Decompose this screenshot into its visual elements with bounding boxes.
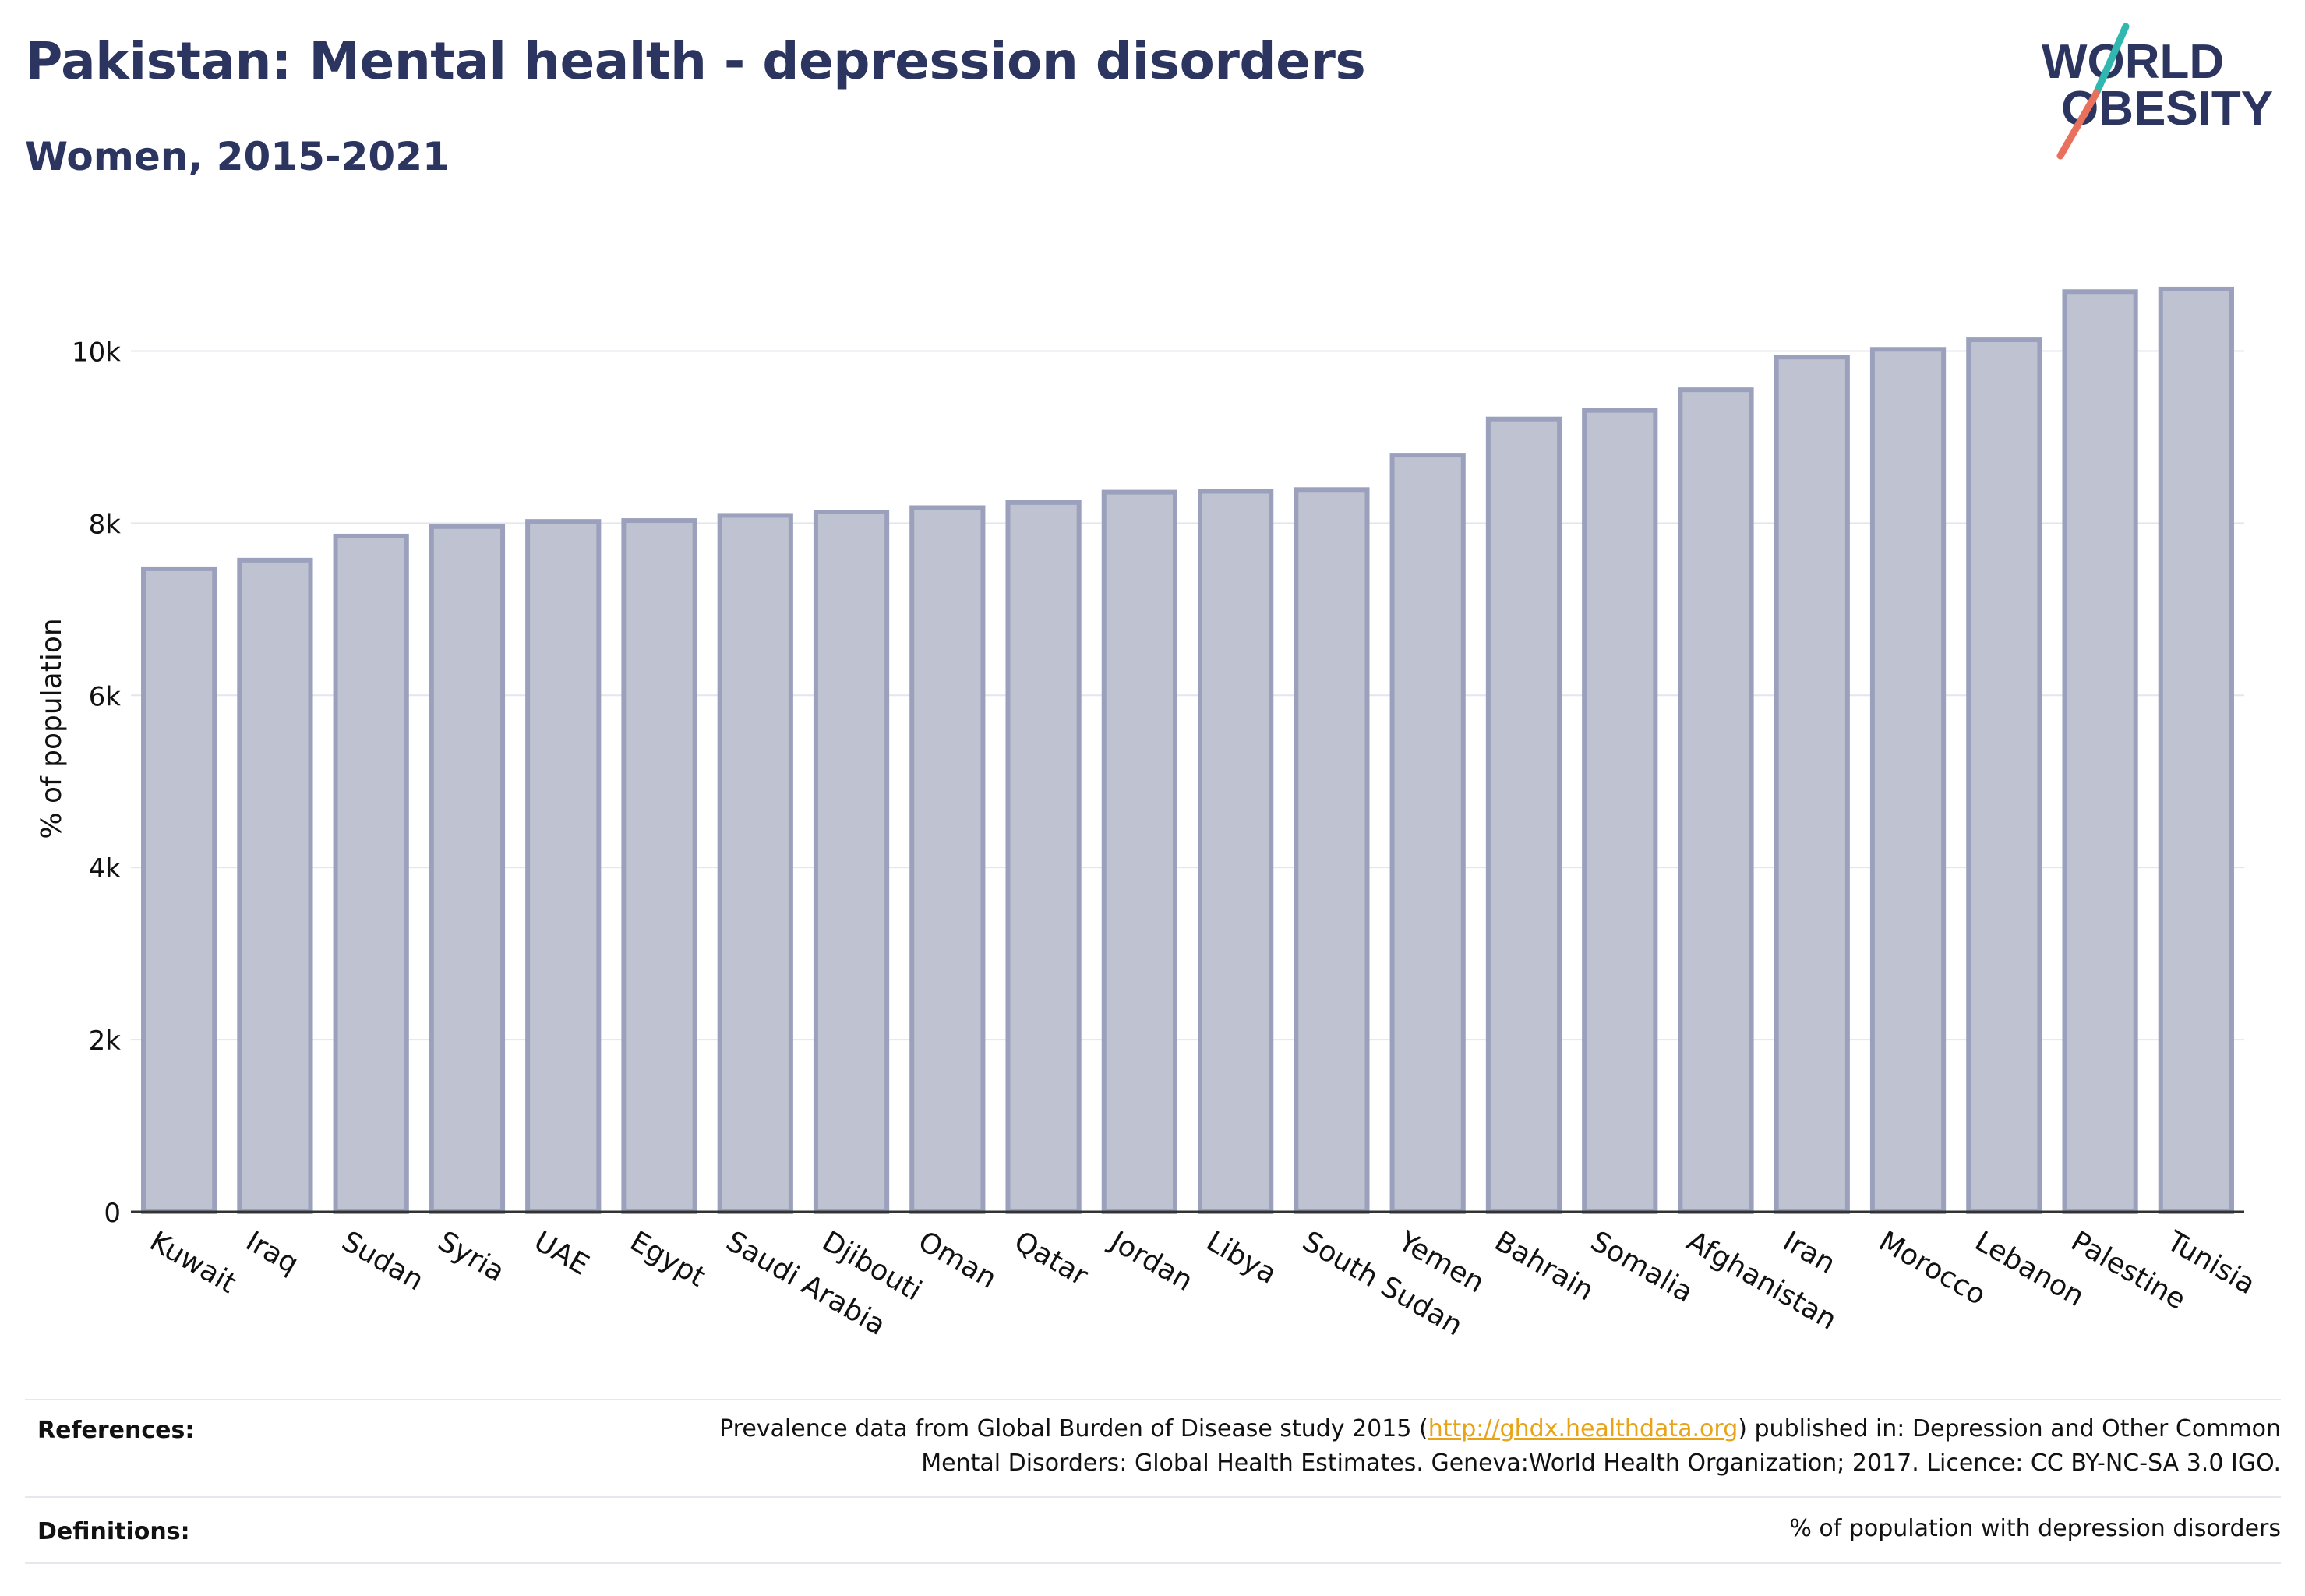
definitions-row: Definitions: % of population with depres…	[25, 1512, 2281, 1559]
bar	[1968, 340, 2039, 1212]
footer-divider-top	[25, 1399, 2281, 1400]
references-row: References: Prevalence data from Global …	[25, 1412, 2281, 1498]
bar	[1873, 349, 1943, 1212]
references-text-start: Prevalence data from Global Burden of Di…	[719, 1415, 1428, 1442]
references-label: References:	[37, 1417, 194, 1444]
x-tick-label: Sudan	[337, 1225, 429, 1297]
references-link[interactable]: http://ghdx.healthdata.org	[1428, 1415, 1738, 1442]
bar	[1680, 390, 1751, 1212]
x-tick-label: Jordan	[1103, 1224, 1198, 1298]
y-tick-label: 4k	[89, 853, 122, 885]
bar-layer	[143, 289, 2232, 1212]
bar	[2161, 289, 2232, 1212]
bar	[239, 560, 310, 1212]
y-tick-label: 10k	[72, 337, 121, 368]
bar	[1393, 455, 1463, 1212]
y-tick-label: 2k	[89, 1026, 122, 1057]
bar	[432, 527, 503, 1212]
bar-chart: 0 2k 4k 6k 8k 10k KuwaitIraq SudanSyria UAE Egypt…	[0, 0, 2305, 1372]
bar	[1488, 419, 1559, 1212]
bar	[1008, 503, 1078, 1212]
x-tick-label: UAE	[528, 1225, 594, 1281]
bar	[1200, 491, 1271, 1212]
footer-divider-bottom	[25, 1562, 2281, 1564]
x-tick-label: Oman	[912, 1225, 1001, 1295]
x-tick-label: Somalia	[1585, 1225, 1698, 1309]
x-tick-label: Libya	[1201, 1225, 1282, 1291]
x-tick-label: Syria	[432, 1225, 510, 1288]
bar	[816, 512, 887, 1212]
x-tick-label: Bahrain	[1489, 1225, 1599, 1307]
bar	[623, 521, 694, 1212]
bar	[1584, 411, 1655, 1212]
bar	[143, 569, 214, 1212]
bar	[1296, 489, 1367, 1212]
x-tick-label: Saudi Arabia	[721, 1225, 891, 1342]
bar	[1777, 357, 1848, 1212]
x-tick-label: Qatar	[1009, 1225, 1093, 1292]
footer-divider-middle	[25, 1496, 2281, 1498]
bar	[1104, 493, 1175, 1212]
bar	[720, 515, 791, 1212]
references-text-line2: Mental Disorders: Global Health Estimate…	[719, 1446, 2281, 1481]
y-axis-label: % of population	[36, 618, 68, 839]
bar	[2064, 291, 2135, 1212]
y-tick-label: 0	[104, 1198, 121, 1229]
definitions-label: Definitions:	[37, 1518, 190, 1545]
x-tick-label: Iraq	[240, 1225, 303, 1280]
bar	[912, 507, 983, 1212]
bar	[336, 536, 407, 1212]
y-tick-label: 8k	[89, 509, 122, 540]
references-text: Prevalence data from Global Burden of Di…	[719, 1412, 2281, 1481]
x-tick-label: Iran	[1777, 1225, 1841, 1280]
x-tick-label: Lebanon	[1969, 1225, 2089, 1313]
definitions-text: % of population with depression disorder…	[1789, 1512, 2281, 1546]
x-tick-label: Kuwait	[144, 1225, 242, 1300]
y-tick-label: 6k	[89, 681, 122, 712]
bar	[528, 521, 598, 1212]
x-tick-label: South Sudan	[1297, 1225, 1467, 1342]
references-text-end: ) published in: Depression and Other Com…	[1738, 1415, 2281, 1442]
x-tick-label: Morocco	[1873, 1225, 1991, 1312]
x-tick-label: Egypt	[625, 1225, 711, 1293]
